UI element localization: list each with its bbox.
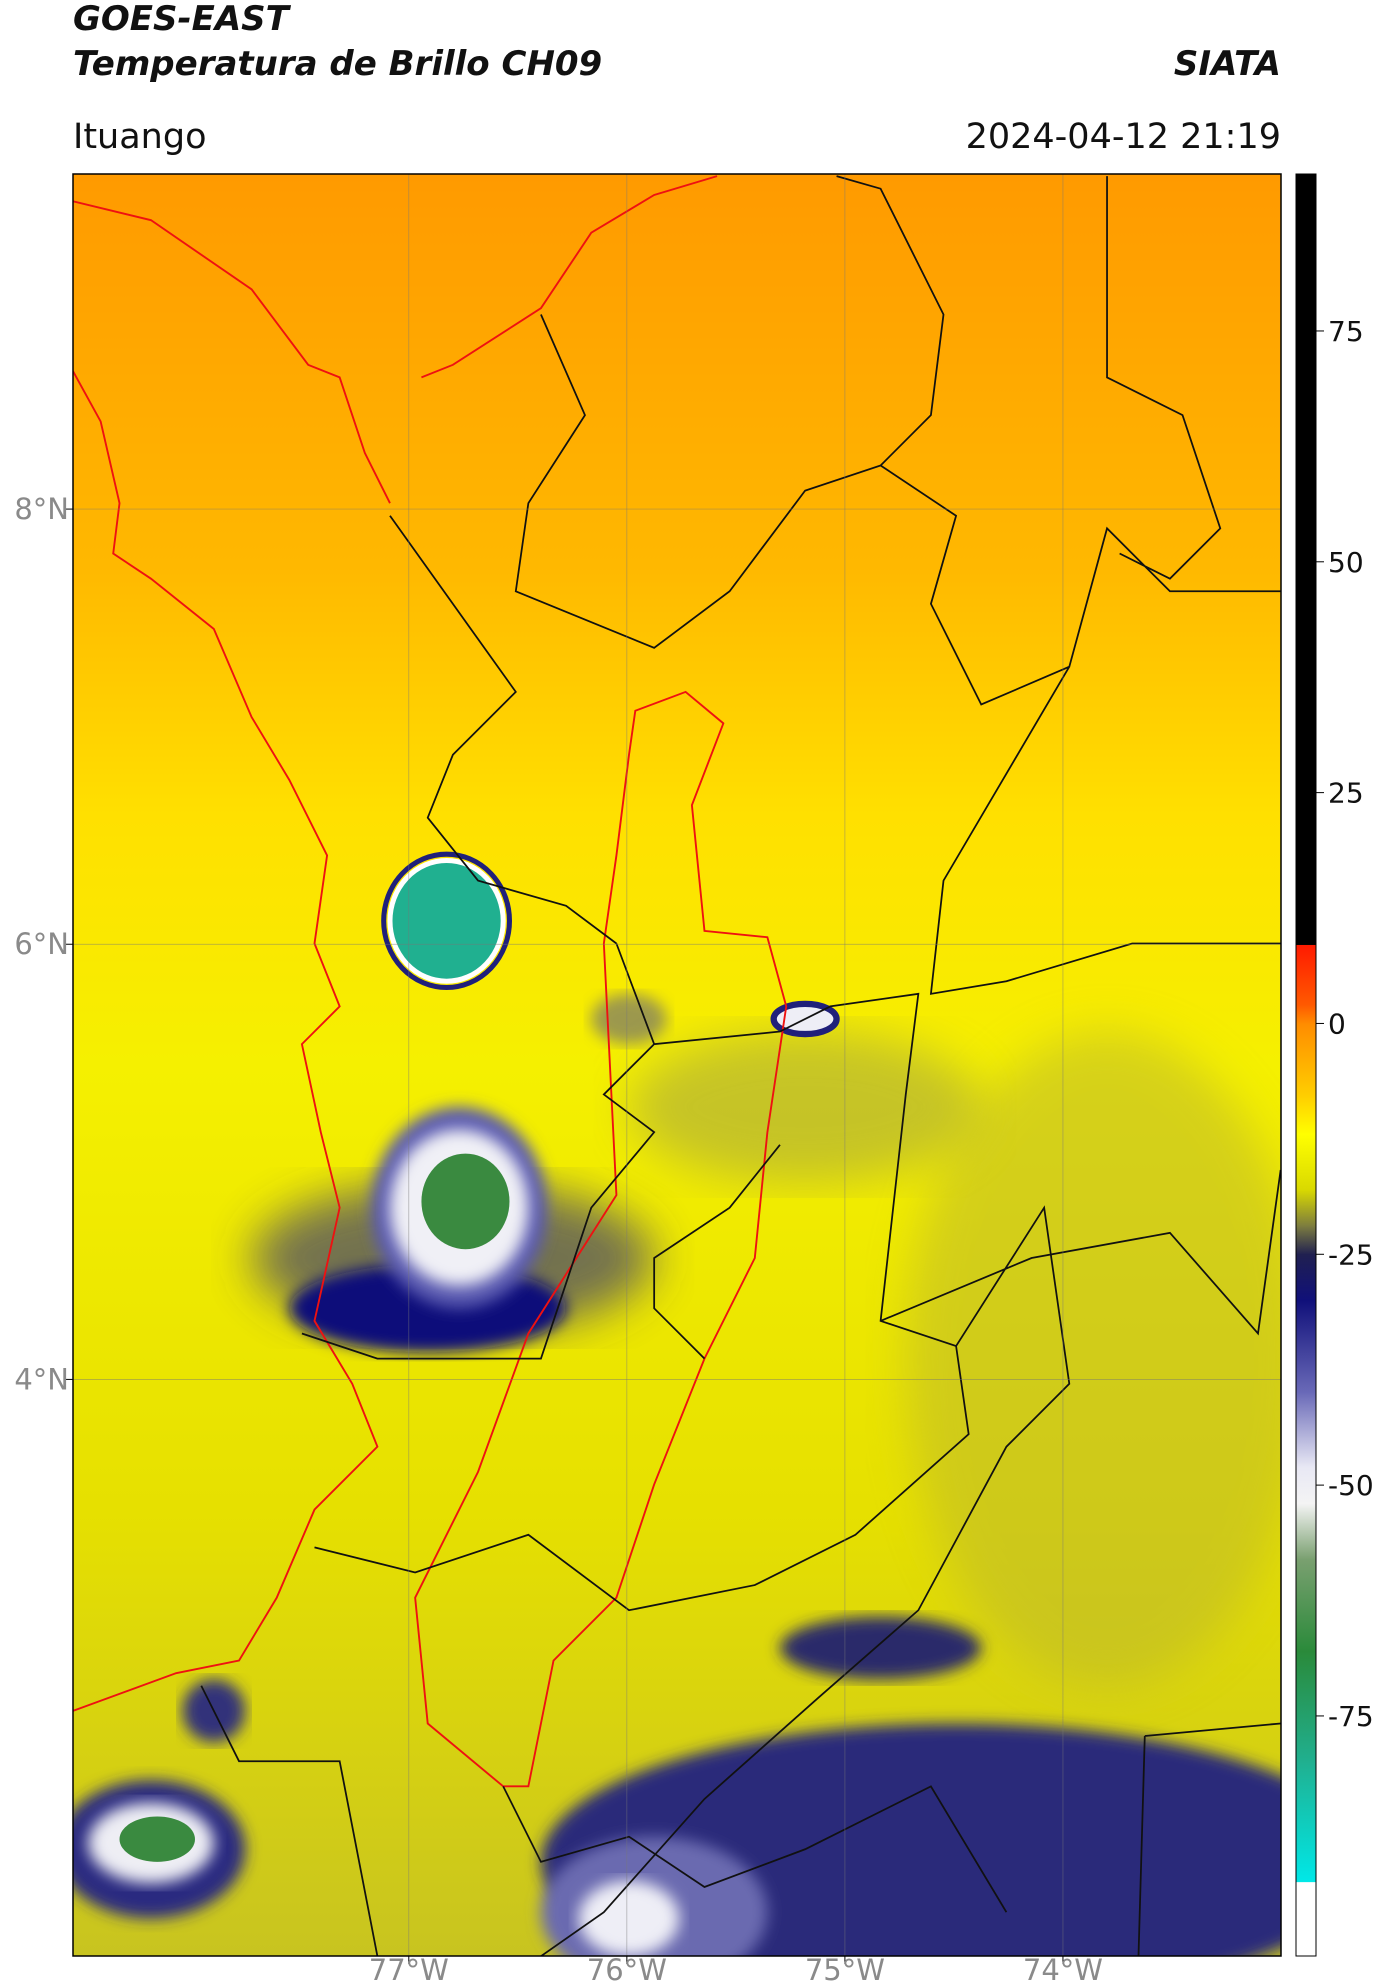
x-tick-label: 76°W	[587, 1953, 667, 1981]
colorbar-segment	[1296, 1004, 1316, 1024]
location: Ituango	[73, 117, 207, 157]
colorbar-segment	[1296, 1226, 1316, 1255]
colorbar-tick-label: -50	[1328, 1469, 1374, 1502]
map-image	[73, 174, 1281, 1956]
borders	[73, 175, 1281, 1956]
clouds	[73, 851, 1281, 1956]
colorbar-segment	[1296, 174, 1316, 946]
subtitle: Temperatura de Brillo CH09	[73, 44, 602, 84]
colorbar-segment	[1296, 1023, 1316, 1098]
datetime: 2024-04-12 21:19	[966, 117, 1281, 157]
x-tick-label: 74°W	[1023, 1953, 1103, 1981]
y-tick-label: 6°N	[14, 927, 69, 961]
colorbar-tick-label: 0	[1328, 1007, 1346, 1040]
source: SIATA	[1174, 44, 1281, 84]
colorbar-segment	[1296, 1882, 1316, 1957]
x-tick-label: 77°W	[369, 1953, 449, 1981]
colorbar-frame	[1295, 173, 1317, 1957]
title: GOES-EAST	[73, 0, 292, 39]
x-tick-label: 75°W	[805, 1953, 885, 1981]
graticule	[73, 174, 1281, 1956]
colorbar-segment	[1296, 1762, 1316, 1883]
colorbar-tick-label: 75	[1328, 315, 1364, 348]
y-tick-label: 4°N	[14, 1362, 69, 1396]
colorbar-segment	[1296, 1300, 1316, 1394]
colorbar-segment	[1296, 1466, 1316, 1505]
colorbar-segment	[1296, 944, 1316, 1006]
colorbar	[1296, 174, 1316, 1957]
colorbar-segment	[1296, 1392, 1316, 1468]
y-tick-label: 8°N	[14, 492, 69, 526]
colorbar-segment	[1296, 1189, 1316, 1228]
colorbar-segment	[1296, 1254, 1316, 1301]
colorbar-tick-label: -75	[1328, 1700, 1374, 1733]
colorbar-tick-label: -25	[1328, 1238, 1374, 1271]
colorbar-segment	[1296, 1503, 1316, 1560]
colorbar-segment	[1296, 1097, 1316, 1135]
colorbar-tick-label: 25	[1328, 777, 1364, 810]
colorbar-segment	[1296, 1558, 1316, 1652]
colorbar-segment	[1296, 1651, 1316, 1763]
map-frame	[72, 173, 1282, 1957]
colorbar-segment	[1296, 1134, 1316, 1191]
colorbar-tick-label: 50	[1328, 546, 1364, 579]
